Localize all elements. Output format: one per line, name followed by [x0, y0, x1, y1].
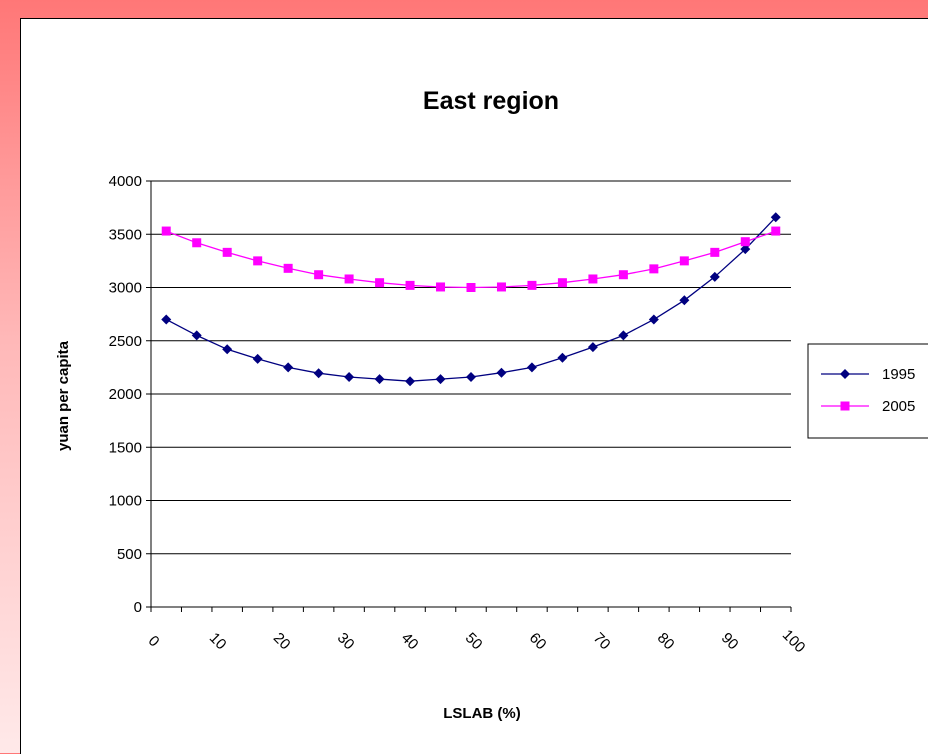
y-axis: 0 500 1000 1500 2000 2500 3000 3500 4000 [109, 173, 152, 616]
data-point [679, 256, 689, 266]
data-point [253, 256, 263, 266]
data-point [557, 278, 567, 288]
data-point [649, 264, 659, 274]
data-point [405, 376, 416, 387]
data-point [344, 274, 354, 284]
x-tick-label: 70 [590, 629, 614, 653]
legend-label: 2005 [882, 398, 915, 415]
data-point [375, 278, 385, 288]
data-point [222, 344, 233, 355]
data-point [618, 330, 629, 341]
y-tick-label: 4000 [109, 173, 142, 190]
data-point [496, 282, 506, 292]
chart-title: East region [423, 87, 559, 115]
data-point [436, 282, 446, 292]
legend-marker [840, 369, 850, 379]
data-point [283, 263, 293, 273]
chart-frame: East region 0 500 1000 1500 2000 2500 3000 3500… [20, 18, 928, 754]
x-axis: 0 10 20 30 40 50 60 70 80 90 100 [145, 606, 809, 656]
data-point [435, 374, 446, 385]
data-point [527, 280, 537, 290]
x-tick-label: 80 [654, 629, 678, 653]
x-tick-label: 30 [334, 629, 358, 653]
x-tick-label: 60 [526, 629, 550, 653]
data-point [709, 271, 720, 282]
x-tick-label: 10 [206, 629, 230, 653]
y-tick-label: 2000 [109, 386, 142, 403]
data-point [679, 295, 690, 306]
data-point [344, 371, 355, 382]
data-point [466, 371, 476, 382]
series-group [161, 212, 781, 387]
data-point [191, 330, 202, 341]
data-point [740, 237, 750, 247]
x-tick-label: 0 [145, 632, 163, 650]
y-tick-label: 3500 [109, 226, 142, 243]
data-point [648, 314, 659, 325]
x-tick-label: 90 [718, 629, 742, 653]
gridlines [151, 180, 791, 555]
data-point [771, 226, 781, 236]
y-tick-label: 3000 [109, 280, 142, 297]
data-point [374, 374, 385, 385]
x-tick-label: 100 [779, 626, 809, 656]
legend-label: 1995 [882, 366, 915, 383]
data-point [770, 212, 781, 223]
legend-box [807, 343, 928, 439]
data-point [405, 280, 415, 290]
data-point [710, 247, 720, 257]
data-point [557, 352, 568, 363]
data-point [252, 353, 263, 364]
legend-marker [840, 401, 850, 411]
y-tick-label: 1500 [109, 439, 142, 456]
data-point [314, 270, 324, 280]
data-point [618, 270, 628, 280]
data-point [740, 244, 751, 255]
y-tick-label: 500 [117, 546, 142, 563]
data-point [526, 362, 537, 373]
chart: East region 0500100015002000250030003500… [55, 87, 928, 722]
data-point [283, 362, 294, 373]
data-point [192, 238, 202, 248]
x-tick-label: 40 [398, 629, 422, 653]
data-point [161, 314, 172, 325]
data-point [466, 283, 476, 292]
legend: 1995 2005 [807, 343, 928, 439]
y-axis-title: yuan per capita [55, 340, 72, 451]
y-tick-label: 1000 [109, 493, 142, 510]
x-axis-title: LSLAB (%) [443, 705, 521, 722]
data-point [161, 226, 171, 236]
data-point [313, 368, 324, 379]
y-tick-label: 2500 [109, 333, 142, 350]
x-tick-label: 20 [270, 629, 294, 653]
y-tick-label: 0 [134, 599, 142, 616]
data-point [496, 367, 507, 378]
data-point [588, 274, 598, 284]
x-tick-label: 50 [462, 629, 486, 653]
data-point [587, 342, 598, 353]
data-point [222, 247, 232, 257]
